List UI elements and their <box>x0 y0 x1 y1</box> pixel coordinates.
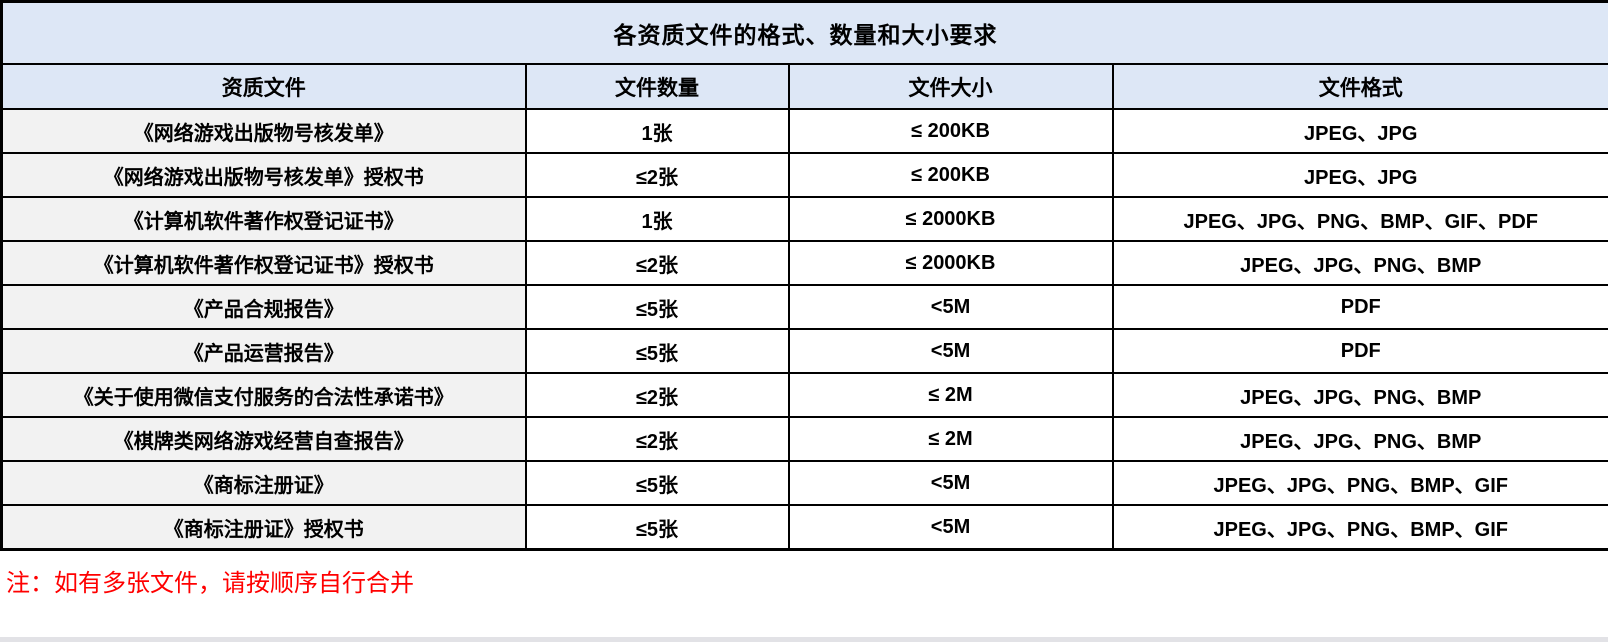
note-text: 注：如有多张文件，请按顺序自行合并 <box>0 551 1608 610</box>
cell-file-count: ≤2张 <box>524 416 790 462</box>
cell-file-size: <5M <box>787 460 1114 506</box>
table-row: 《棋牌类网络游戏经营自查报告》 ≤2张 ≤ 2M JPEG、JPG、PNG、BMP <box>0 416 1608 462</box>
cell-file-size: <5M <box>787 284 1114 330</box>
cell-qualification-file: 《商标注册证》 <box>0 460 527 506</box>
column-header-file-count: 文件数量 <box>524 63 790 110</box>
cell-file-count: ≤5张 <box>524 284 790 330</box>
table-row: 《网络游戏出版物号核发单》 1张 ≤ 200KB JPEG、JPG <box>0 108 1608 154</box>
cell-qualification-file: 《计算机软件著作权登记证书》 <box>0 196 527 242</box>
cell-file-format: JPEG、JPG、PNG、BMP <box>1111 372 1608 418</box>
cell-file-size: ≤ 2M <box>787 372 1114 418</box>
table-row: 《计算机软件著作权登记证书》授权书 ≤2张 ≤ 2000KB JPEG、JPG、PNG… <box>0 240 1608 286</box>
table-row: 《计算机软件著作权登记证书》 1张 ≤ 2000KB JPEG、JPG、PNG、BMP… <box>0 196 1608 242</box>
cell-file-size: <5M <box>787 504 1114 551</box>
table-title: 各资质文件的格式、数量和大小要求 <box>0 0 1608 65</box>
cell-file-size: ≤ 200KB <box>787 152 1114 198</box>
cell-qualification-file: 《产品运营报告》 <box>0 328 527 374</box>
table-row: 《关于使用微信支付服务的合法性承诺书》 ≤2张 ≤ 2M JPEG、JPG、PNG、B… <box>0 372 1608 418</box>
cell-qualification-file: 《计算机软件著作权登记证书》授权书 <box>0 240 527 286</box>
cell-file-count: 1张 <box>524 108 790 154</box>
cell-file-format: JPEG、JPG <box>1111 108 1608 154</box>
cell-file-format: JPEG、JPG、PNG、BMP <box>1111 416 1608 462</box>
cell-file-format: JPEG、JPG、PNG、BMP、GIF <box>1111 460 1608 506</box>
table-row: 《产品合规报告》 ≤5张 <5M PDF <box>0 284 1608 330</box>
table-row: 《网络游戏出版物号核发单》授权书 ≤2张 ≤ 200KB JPEG、JPG <box>0 152 1608 198</box>
column-header-file-format: 文件格式 <box>1111 63 1608 110</box>
cell-qualification-file: 《产品合规报告》 <box>0 284 527 330</box>
cell-qualification-file: 《网络游戏出版物号核发单》授权书 <box>0 152 527 198</box>
table-title-row: 各资质文件的格式、数量和大小要求 <box>0 0 1608 65</box>
cell-file-format: JPEG、JPG <box>1111 152 1608 198</box>
cell-file-size: ≤ 200KB <box>787 108 1114 154</box>
table-row: 《商标注册证》 ≤5张 <5M JPEG、JPG、PNG、BMP、GIF <box>0 460 1608 506</box>
cell-file-format: JPEG、JPG、PNG、BMP <box>1111 240 1608 286</box>
cell-file-format: JPEG、JPG、PNG、BMP、GIF <box>1111 504 1608 551</box>
cell-file-size: ≤ 2000KB <box>787 240 1114 286</box>
table-body: 《网络游戏出版物号核发单》 1张 ≤ 200KB JPEG、JPG 《网络游戏出版物号核… <box>0 108 1608 551</box>
cell-qualification-file: 《关于使用微信支付服务的合法性承诺书》 <box>0 372 527 418</box>
table-row: 《商标注册证》授权书 ≤5张 <5M JPEG、JPG、PNG、BMP、GIF <box>0 504 1608 551</box>
cell-file-count: ≤5张 <box>524 460 790 506</box>
cell-file-format: PDF <box>1111 328 1608 374</box>
column-header-file-size: 文件大小 <box>787 63 1114 110</box>
cell-file-format: PDF <box>1111 284 1608 330</box>
cell-qualification-file: 《棋牌类网络游戏经营自查报告》 <box>0 416 527 462</box>
cell-file-count: 1张 <box>524 196 790 242</box>
table-row: 《产品运营报告》 ≤5张 <5M PDF <box>0 328 1608 374</box>
cell-file-format: JPEG、JPG、PNG、BMP、GIF、PDF <box>1111 196 1608 242</box>
bottom-bar <box>0 637 1608 642</box>
cell-qualification-file: 《商标注册证》授权书 <box>0 504 527 551</box>
column-header-qualification-file: 资质文件 <box>0 63 527 110</box>
cell-file-size: ≤ 2000KB <box>787 196 1114 242</box>
table-header-row: 资质文件 文件数量 文件大小 文件格式 <box>0 63 1608 110</box>
cell-file-count: ≤2张 <box>524 240 790 286</box>
cell-file-count: ≤5张 <box>524 504 790 551</box>
cell-file-size: <5M <box>787 328 1114 374</box>
cell-file-count: ≤2张 <box>524 152 790 198</box>
cell-qualification-file: 《网络游戏出版物号核发单》 <box>0 108 527 154</box>
cell-file-size: ≤ 2M <box>787 416 1114 462</box>
cell-file-count: ≤5张 <box>524 328 790 374</box>
cell-file-count: ≤2张 <box>524 372 790 418</box>
requirements-table: 各资质文件的格式、数量和大小要求 资质文件 文件数量 文件大小 文件格式 《网络… <box>0 0 1608 551</box>
